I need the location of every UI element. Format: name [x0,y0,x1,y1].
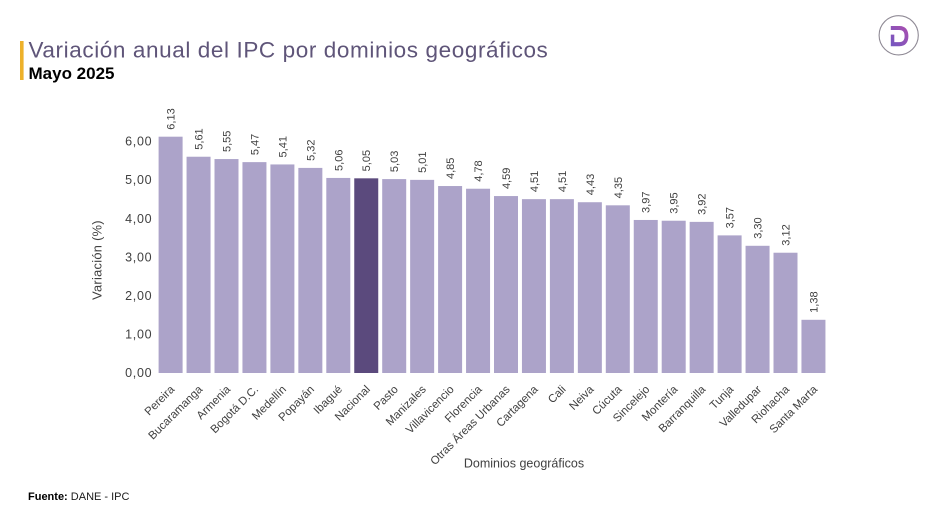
svg-text:4,59: 4,59 [501,168,513,189]
svg-text:5,61: 5,61 [194,128,206,149]
svg-text:4,43: 4,43 [585,174,597,195]
svg-text:5,00: 5,00 [125,173,152,187]
svg-text:Fuente: DANE - IPC: Fuente: DANE - IPC [28,491,130,503]
svg-text:Dominios geográficos: Dominios geográficos [464,457,584,471]
svg-text:1,00: 1,00 [125,327,152,341]
svg-text:3,97: 3,97 [641,192,653,213]
svg-text:4,00: 4,00 [125,212,152,226]
svg-text:5,47: 5,47 [249,134,261,155]
svg-text:4,51: 4,51 [557,171,569,192]
svg-text:5,06: 5,06 [333,150,345,171]
svg-text:1,38: 1,38 [808,291,820,312]
svg-text:Variación (%): Variación (%) [90,220,105,300]
svg-text:4,35: 4,35 [613,177,625,198]
svg-text:3,57: 3,57 [725,207,737,228]
svg-text:3,95: 3,95 [669,192,681,213]
svg-text:3,92: 3,92 [697,193,709,214]
svg-text:0,00: 0,00 [125,366,152,380]
svg-text:5,03: 5,03 [389,151,401,172]
svg-text:4,78: 4,78 [473,160,485,181]
svg-text:5,01: 5,01 [417,151,429,172]
svg-text:6,13: 6,13 [166,108,178,129]
svg-text:2,00: 2,00 [125,289,152,303]
svg-text:5,05: 5,05 [361,150,373,171]
svg-text:4,85: 4,85 [445,158,457,179]
svg-text:5,41: 5,41 [277,136,289,157]
svg-text:5,55: 5,55 [222,131,234,152]
svg-text:4,51: 4,51 [529,171,541,192]
svg-text:3,00: 3,00 [125,250,152,264]
svg-text:3,30: 3,30 [753,217,765,238]
svg-text:6,00: 6,00 [125,135,152,149]
svg-text:Mayo 2025: Mayo 2025 [29,64,115,83]
svg-text:3,12: 3,12 [781,224,793,245]
svg-text:5,32: 5,32 [305,139,317,160]
svg-text:Variación anual del IPC por do: Variación anual del IPC por dominios geo… [29,37,549,62]
